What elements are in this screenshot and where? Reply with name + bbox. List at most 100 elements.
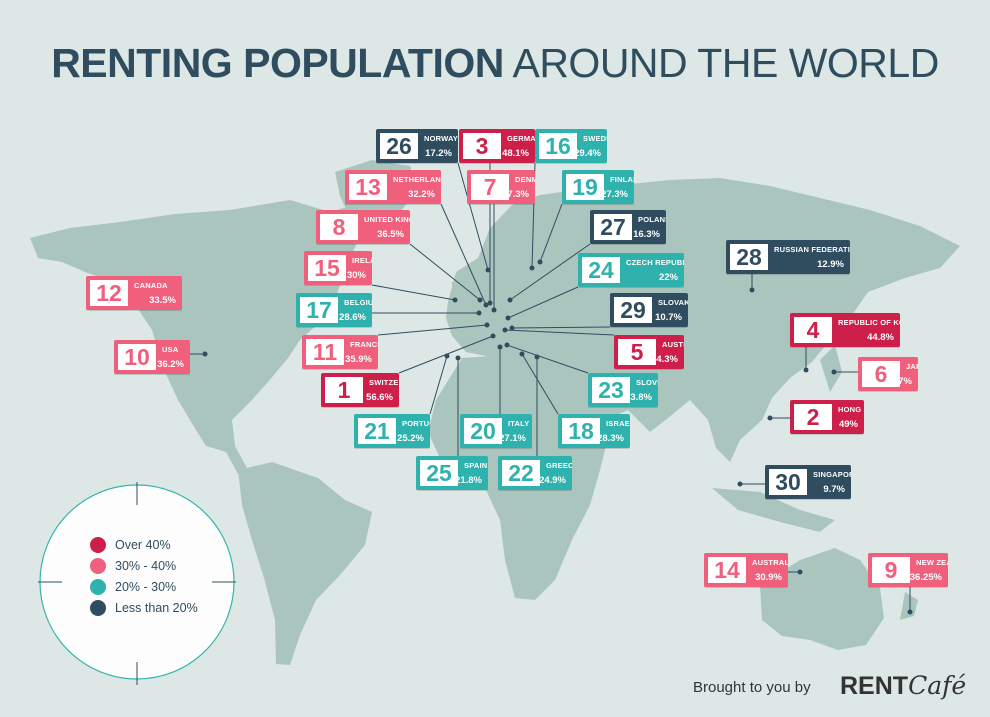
- country-name: ITALY: [508, 419, 530, 428]
- title-light: AROUND THE WORLD: [503, 40, 939, 86]
- legend-item: Less than 20%: [90, 600, 198, 616]
- label-text: CANADA 33.5%: [128, 276, 182, 310]
- location-marker: [529, 265, 535, 271]
- rent-percentage: 29.4%: [574, 148, 601, 159]
- label-text: USA 36.2%: [156, 340, 190, 374]
- country-label-hong-kong: 2 HONG KONG 49%: [790, 400, 864, 434]
- location-marker: [485, 267, 491, 273]
- country-label-italy: 20 ITALY 27.1%: [460, 414, 532, 448]
- country-name: BELGIUM: [344, 298, 372, 307]
- label-text: CZECH REPUBLIC 22%: [620, 253, 684, 287]
- rank-number: 13: [349, 174, 387, 200]
- rent-percentage: 37.3%: [502, 189, 529, 200]
- legend-frame: [38, 482, 236, 685]
- country-name: SLOVENIA: [636, 378, 658, 387]
- legend-swatch: [90, 558, 106, 574]
- country-label-russian-federation: 28 RUSSIAN FEDERATION 12.9%: [726, 240, 850, 274]
- label-text: SLOVENIA 23.8%: [625, 373, 658, 407]
- rank-number: 30: [769, 469, 807, 495]
- rank-number: 2: [794, 404, 832, 430]
- rent-percentage: 16.3%: [633, 229, 660, 240]
- leader-line: [371, 284, 456, 301]
- rank-number: 10: [118, 344, 156, 370]
- country-name: RUSSIAN FEDERATION: [774, 245, 850, 254]
- country-name: SLOVAKIA: [658, 298, 688, 307]
- location-marker: [509, 325, 515, 331]
- location-marker: [831, 369, 837, 375]
- country-name: GREECE: [546, 461, 572, 470]
- country-label-united-kingdom: 8 UNITED KINGDOM 36.5%: [316, 210, 410, 244]
- country-name: SINGAPORE: [813, 470, 851, 479]
- country-label-new-zealand: 9 NEW ZEALAND 36.25%: [868, 553, 948, 587]
- label-text: SWEDEN 29.4%: [574, 129, 607, 163]
- country-label-poland: 27 POLAND 16.3%: [590, 210, 666, 244]
- rank-number: 22: [502, 460, 540, 486]
- label-text: ISRAEL 28.3%: [597, 414, 630, 448]
- rank-number: 11: [306, 339, 344, 365]
- rent-percentage: 24.9%: [539, 475, 566, 486]
- rank-number: 12: [90, 280, 128, 306]
- rank-number: 15: [308, 255, 346, 281]
- label-text: SINGAPORE 9.7%: [807, 465, 851, 499]
- label-text: ITALY 27.1%: [499, 414, 532, 448]
- country-label-france: 11 FRANCE 35.9%: [302, 335, 378, 369]
- country-label-canada: 12 CANADA 33.5%: [86, 276, 182, 310]
- label-text: BELGIUM 28.6%: [338, 293, 372, 327]
- location-marker: [497, 344, 503, 350]
- label-text: GREECE 24.9%: [539, 456, 572, 490]
- country-name: NETHERLANDS: [393, 175, 441, 184]
- country-label-israel: 18 ISRAEL 28.3%: [558, 414, 630, 448]
- country-label-netherlands: 13 NETHERLANDS 32.2%: [345, 170, 441, 204]
- new-zealand-landmass: [900, 592, 918, 620]
- country-label-czech-republic: 24 CZECH REPUBLIC 22%: [578, 253, 684, 287]
- rank-number: 19: [566, 174, 604, 200]
- label-text: DENMARK 37.3%: [502, 170, 535, 204]
- location-marker: [534, 354, 540, 360]
- label-text: RUSSIAN FEDERATION 12.9%: [768, 240, 850, 274]
- country-label-usa: 10 USA 36.2%: [114, 340, 190, 374]
- label-text: SPAIN 21.8%: [455, 456, 488, 490]
- country-label-belgium: 17 BELGIUM 28.6%: [296, 293, 372, 327]
- country-label-greece: 22 GREECE 24.9%: [498, 456, 572, 490]
- location-marker: [476, 310, 482, 316]
- location-marker: [455, 355, 461, 361]
- location-marker: [504, 342, 510, 348]
- country-name: NEW ZEALAND: [916, 558, 948, 567]
- country-label-finland: 19 FINLAND 27.3%: [562, 170, 634, 204]
- country-name: SWITZERLAND: [369, 378, 399, 387]
- country-name: SWEDEN: [583, 134, 607, 143]
- country-name: PORTUGAL: [402, 419, 430, 428]
- rank-number: 16: [539, 133, 577, 159]
- rank-number: 28: [730, 244, 768, 270]
- rank-number: 27: [594, 214, 632, 240]
- rank-number: 17: [300, 297, 338, 323]
- country-name: UNITED KINGDOM: [364, 215, 410, 224]
- rentcafe-logo: RENTCafé: [840, 671, 967, 700]
- rent-percentage: 36.25%: [909, 572, 942, 583]
- country-name: POLAND: [638, 215, 666, 224]
- leader-line: [509, 243, 591, 301]
- label-text: SLOVAKIA 10.7%: [652, 293, 688, 327]
- location-marker: [767, 415, 773, 421]
- leader-line: [507, 286, 579, 319]
- location-marker: [490, 333, 496, 339]
- rent-percentage: 25.2%: [397, 433, 424, 444]
- country-name: AUSTRALIA: [752, 558, 788, 567]
- country-label-slovakia: 29 SLOVAKIA 10.7%: [610, 293, 688, 327]
- country-label-sweden: 16 SWEDEN 29.4%: [535, 129, 607, 163]
- rent-percentage: 32.2%: [408, 189, 435, 200]
- location-marker: [797, 569, 803, 575]
- location-marker: [487, 300, 493, 306]
- legend-label: 20% - 30%: [115, 580, 177, 594]
- country-label-spain: 25 SPAIN 21.8%: [416, 456, 488, 490]
- rank-number: 4: [794, 317, 832, 343]
- rent-percentage: 12.9%: [817, 259, 844, 270]
- location-marker: [507, 297, 513, 303]
- indonesia-landmass: [712, 488, 835, 532]
- rent-percentage: 21.8%: [455, 475, 482, 486]
- country-name: IRELAND: [352, 256, 372, 265]
- label-text: FRANCE 35.9%: [344, 335, 378, 369]
- leader-line: [511, 326, 611, 329]
- rent-percentage: 49%: [838, 419, 858, 430]
